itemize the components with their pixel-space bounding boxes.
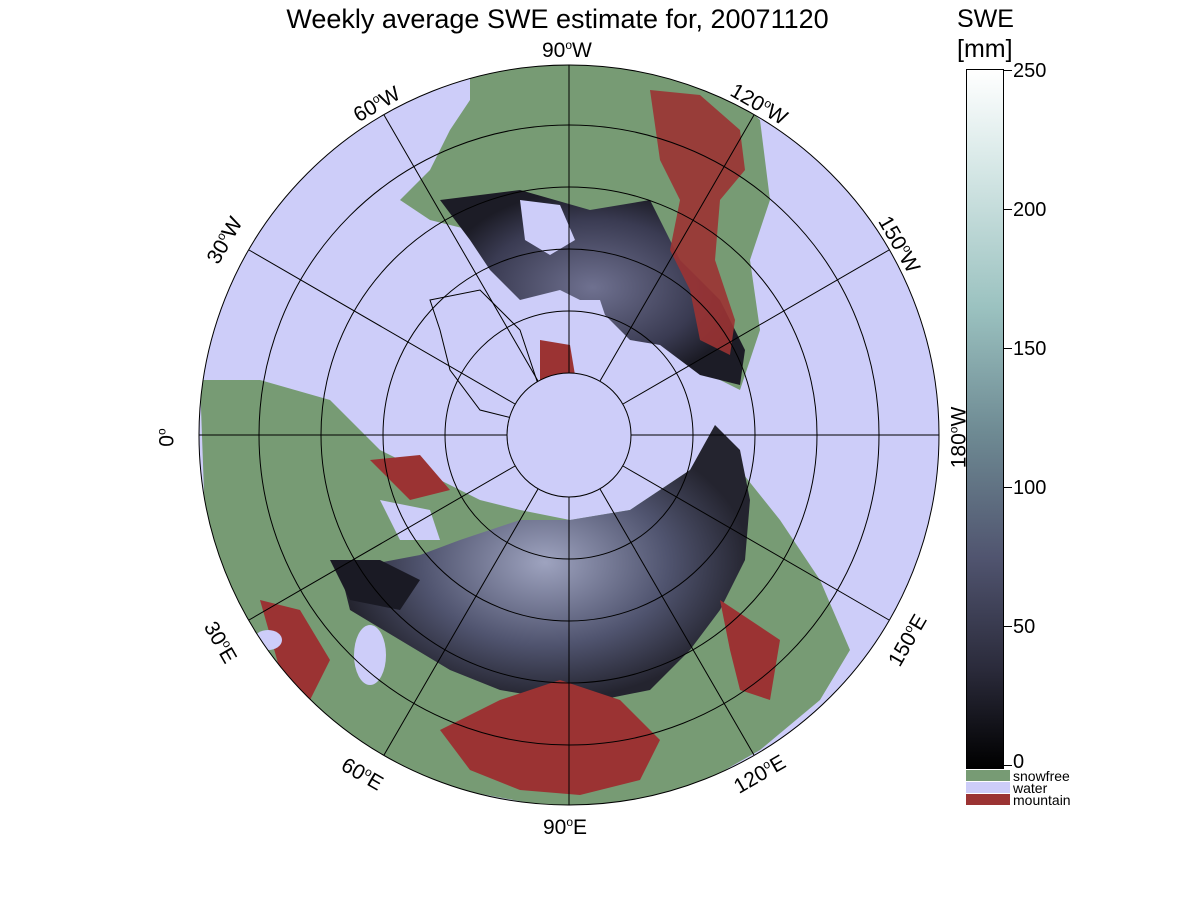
legend-swatch-mountain	[966, 794, 1010, 805]
colorbar-tick-label: 250	[1013, 60, 1047, 82]
colorbar-tick	[1004, 70, 1012, 71]
canada-snow	[440, 190, 745, 385]
pole-water	[507, 373, 631, 497]
lon-label-0: 0o	[154, 428, 179, 447]
colorbar-title: SWE [mm]	[957, 5, 1014, 63]
colorbar-tick	[1004, 487, 1012, 488]
colorbar-tick-label: 50	[1013, 616, 1036, 638]
colorbar	[966, 69, 1004, 769]
meridians	[199, 65, 939, 805]
legend-label-snowfree: snowfree	[1013, 768, 1070, 784]
siberia-snow	[340, 425, 750, 700]
colorbar-tick	[1004, 765, 1012, 766]
legend-label-water: water	[1013, 780, 1048, 796]
legend-label-mountain: mountain	[1013, 792, 1071, 808]
caspian-sea	[354, 625, 386, 685]
legend-swatch-water	[966, 782, 1010, 793]
lon-label-90e: 90oE	[543, 815, 588, 839]
lon-label-90w: 90oW	[542, 38, 592, 62]
hudson-bay	[520, 200, 575, 255]
asia-mountains	[440, 680, 660, 795]
colorbar-tick	[1004, 626, 1012, 627]
colorbar-tick-label: 150	[1013, 338, 1047, 360]
legend-swatch-snowfree	[966, 770, 1010, 781]
colorbar-tick	[1004, 209, 1012, 210]
colorbar-tick-label: 0	[1013, 751, 1025, 773]
map-border	[198, 64, 940, 806]
colorbar-tick	[1004, 348, 1012, 349]
colorbar-tick-label: 200	[1013, 199, 1047, 221]
colorbar-tick-label: 100	[1013, 477, 1047, 499]
scandinavia-snow	[330, 560, 420, 610]
map-title: Weekly average SWE estimate for, 2007112…	[286, 4, 829, 34]
